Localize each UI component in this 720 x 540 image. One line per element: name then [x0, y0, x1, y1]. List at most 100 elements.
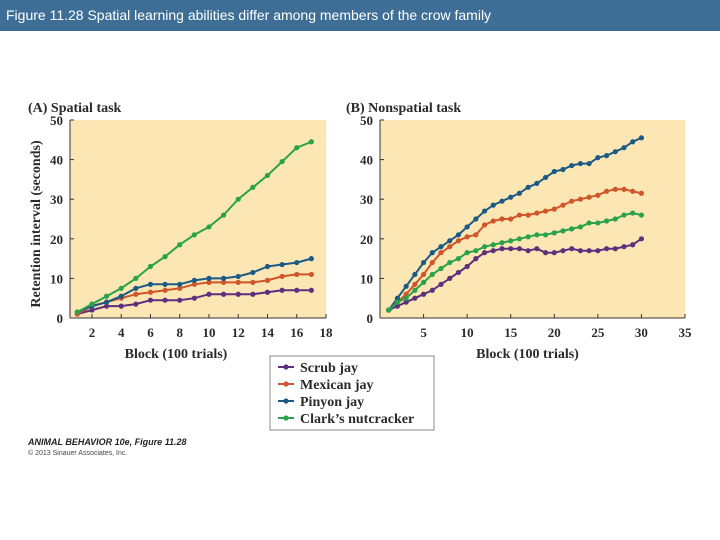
plot-area-a — [70, 120, 326, 318]
data-point-b-3 — [586, 220, 592, 226]
data-point-a-1 — [147, 289, 154, 295]
data-point-a-3 — [74, 309, 80, 315]
y-tick-label-b: 20 — [360, 232, 373, 247]
data-point-a-3 — [308, 139, 314, 145]
data-point-a-2 — [279, 261, 285, 268]
credit-line-1: ANIMAL BEHAVIOR 10e, Figure 11.28 — [28, 437, 187, 447]
data-point-b-0 — [542, 250, 549, 256]
data-point-b-1 — [420, 271, 427, 278]
x-tick-label-b: 5 — [420, 325, 427, 340]
data-point-b-1 — [551, 206, 557, 212]
data-point-a-0 — [118, 303, 124, 309]
data-point-b-2 — [394, 295, 401, 301]
legend-box — [269, 355, 435, 431]
y-tick-label-a: 0 — [57, 311, 64, 326]
data-point-b-2 — [420, 259, 427, 266]
data-point-b-3 — [490, 242, 496, 248]
data-point-b-3 — [420, 279, 427, 285]
x-tick-label-a: 16 — [290, 325, 304, 340]
data-point-b-2 — [569, 162, 575, 169]
data-point-a-0 — [308, 287, 314, 293]
data-point-b-3 — [508, 238, 514, 244]
data-point-b-3 — [569, 226, 575, 232]
x-tick-label-b: 25 — [591, 325, 605, 340]
data-point-b-1 — [577, 196, 584, 202]
data-point-b-0 — [455, 269, 462, 276]
data-point-a-2 — [206, 275, 212, 281]
data-point-b-1 — [569, 198, 575, 204]
data-point-b-2 — [516, 190, 523, 196]
data-point-b-3 — [438, 265, 444, 272]
data-point-b-0 — [525, 248, 531, 254]
data-point-b-3 — [534, 232, 540, 238]
y-tick-label-a: 20 — [50, 232, 63, 247]
data-point-a-0 — [133, 301, 139, 307]
data-point-b-3 — [630, 210, 636, 216]
data-point-a-3 — [162, 254, 168, 260]
x-tick-label-a: 2 — [89, 325, 96, 340]
data-point-b-1 — [455, 238, 462, 244]
data-point-a-0 — [147, 297, 154, 303]
y-tick-label-b: 10 — [360, 271, 373, 286]
data-point-b-1 — [481, 222, 488, 228]
data-point-a-0 — [177, 297, 183, 303]
data-point-a-1 — [206, 279, 212, 285]
data-point-b-0 — [621, 244, 627, 250]
x-tick-label-b: 10 — [461, 325, 474, 340]
data-point-b-0 — [429, 287, 435, 293]
data-point-b-1 — [621, 186, 627, 192]
data-point-b-2 — [542, 174, 549, 181]
x-tick-label-a: 18 — [320, 325, 334, 340]
panel-title-a: (A) Spatial task — [28, 101, 122, 116]
x-tick-label-a: 8 — [176, 325, 183, 340]
data-point-b-3 — [560, 228, 566, 234]
data-point-a-1 — [294, 271, 300, 278]
plot-area-b — [380, 120, 685, 318]
data-point-b-0 — [638, 236, 645, 242]
data-point-b-1 — [516, 212, 523, 218]
data-point-b-3 — [525, 234, 531, 240]
data-point-b-1 — [603, 188, 610, 194]
data-point-b-0 — [499, 246, 505, 252]
y-axis-label-a: Retention interval (seconds) — [29, 140, 44, 308]
data-point-a-3 — [177, 242, 183, 248]
data-point-a-2 — [147, 281, 154, 287]
data-point-b-0 — [603, 246, 610, 252]
data-point-b-1 — [438, 250, 444, 256]
data-point-a-0 — [264, 289, 271, 295]
data-point-b-3 — [551, 230, 557, 236]
x-tick-label-a: 10 — [202, 325, 215, 340]
data-point-a-0 — [103, 303, 110, 309]
data-point-b-2 — [534, 180, 540, 186]
data-point-b-3 — [473, 248, 479, 254]
data-point-b-2 — [586, 160, 592, 167]
data-point-b-0 — [490, 248, 496, 254]
data-point-b-2 — [551, 168, 557, 175]
data-point-b-3 — [481, 244, 488, 250]
data-point-a-3 — [279, 158, 285, 165]
data-point-b-1 — [595, 192, 601, 198]
data-point-b-2 — [577, 160, 584, 167]
data-point-b-3 — [447, 259, 453, 266]
data-point-a-1 — [177, 285, 183, 291]
data-point-b-1 — [412, 281, 418, 287]
data-point-b-3 — [386, 307, 392, 313]
data-point-b-0 — [473, 256, 479, 262]
data-point-b-2 — [603, 153, 610, 159]
x-tick-label-a: 6 — [147, 325, 154, 340]
data-point-a-2 — [118, 293, 124, 299]
data-point-b-2 — [447, 238, 453, 244]
y-tick-label-a: 50 — [50, 113, 63, 128]
data-point-a-0 — [221, 291, 227, 297]
legend-swatch-dot — [283, 381, 289, 387]
data-point-b-3 — [455, 256, 462, 262]
y-tick-label-b: 0 — [367, 311, 374, 326]
data-point-a-3 — [133, 275, 139, 281]
data-point-b-2 — [403, 283, 409, 289]
data-point-b-3 — [394, 299, 401, 305]
data-point-b-0 — [595, 248, 601, 254]
legend-swatch-dot — [283, 364, 289, 370]
data-point-a-1 — [133, 291, 139, 297]
x-tick-label-b: 15 — [504, 325, 518, 340]
